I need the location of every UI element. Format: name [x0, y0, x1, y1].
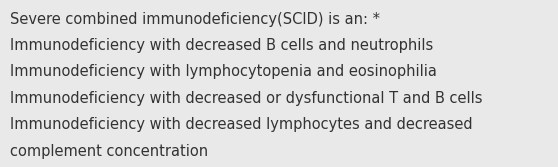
Text: complement concentration: complement concentration: [10, 144, 208, 159]
Text: Immunodeficiency with decreased or dysfunctional T and B cells: Immunodeficiency with decreased or dysfu…: [10, 91, 483, 106]
Text: Severe combined immunodeficiency(SCID) is an: *: Severe combined immunodeficiency(SCID) i…: [10, 12, 380, 27]
Text: Immunodeficiency with decreased B cells and neutrophils: Immunodeficiency with decreased B cells …: [10, 38, 434, 53]
Text: Immunodeficiency with lymphocytopenia and eosinophilia: Immunodeficiency with lymphocytopenia an…: [10, 64, 437, 79]
Text: Immunodeficiency with decreased lymphocytes and decreased: Immunodeficiency with decreased lymphocy…: [10, 117, 473, 132]
